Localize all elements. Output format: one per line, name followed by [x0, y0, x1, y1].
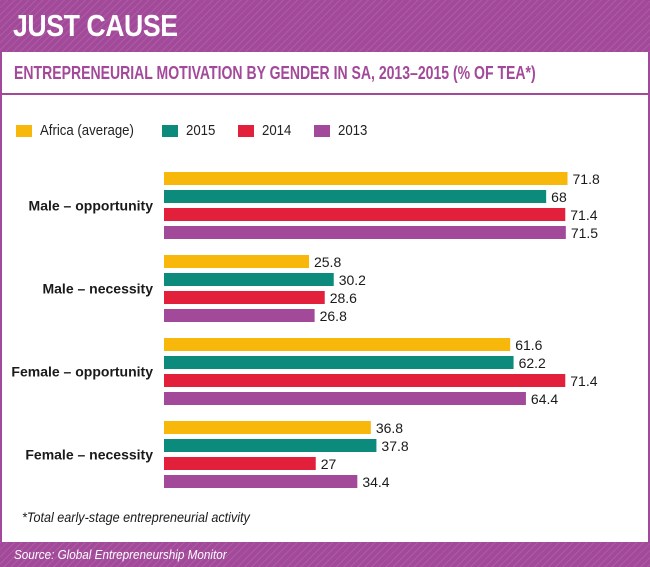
footer-banner: Source: Global Entrepreneurship Monitor — [0, 542, 650, 567]
legend-label-2014: 2014 — [262, 122, 292, 139]
value-label-male-necessity-2014: 28.6 — [330, 290, 357, 306]
legend-swatch-2013 — [314, 125, 330, 137]
value-label-male-opportunity-2014: 71.4 — [570, 207, 597, 223]
bar-male-opportunity-africa — [164, 172, 568, 185]
bar-male-necessity-2014 — [164, 291, 325, 304]
value-label-male-opportunity-2015: 68 — [551, 189, 567, 205]
value-label-male-opportunity-2013: 71.5 — [571, 225, 598, 241]
bar-female-necessity-africa — [164, 421, 371, 434]
bar-male-opportunity-2014 — [164, 208, 566, 221]
value-label-female-necessity-africa: 36.8 — [376, 420, 403, 436]
value-label-female-necessity-2015: 37.8 — [381, 438, 408, 454]
value-label-male-necessity-africa: 25.8 — [314, 254, 341, 270]
bar-female-opportunity-2015 — [164, 356, 514, 369]
bar-female-opportunity-2014 — [164, 374, 566, 387]
value-label-male-necessity-2015: 30.2 — [339, 272, 366, 288]
value-label-female-opportunity-2014: 71.4 — [570, 373, 597, 389]
value-label-female-necessity-2014: 27 — [321, 456, 337, 472]
title-divider — [0, 93, 650, 95]
value-label-female-opportunity-africa: 61.6 — [515, 337, 542, 353]
legend-swatch-2015 — [162, 125, 178, 137]
bar-female-necessity-2015 — [164, 439, 377, 452]
source-note: Source: Global Entrepreneurship Monitor — [14, 547, 227, 562]
value-label-female-opportunity-2013: 64.4 — [531, 391, 558, 407]
legend-label-2015: 2015 — [186, 122, 216, 139]
value-label-male-necessity-2013: 26.8 — [320, 308, 347, 324]
bar-male-necessity-2015 — [164, 273, 334, 286]
category-label-female-opportunity: Female – opportunity — [11, 364, 153, 380]
bar-female-necessity-2014 — [164, 457, 316, 470]
bar-female-necessity-2013 — [164, 475, 358, 488]
legend-swatch-africa — [16, 125, 32, 137]
header-banner: JUST CAUSE — [0, 0, 650, 52]
category-label-male-opportunity: Male – opportunity — [29, 198, 154, 214]
bar-male-opportunity-2015 — [164, 190, 547, 203]
category-label-male-necessity: Male – necessity — [42, 281, 153, 297]
legend-swatch-2014 — [238, 125, 254, 137]
footnote: *Total early-stage entrepreneurial activ… — [22, 509, 250, 525]
chart-title: ENTREPRENEURIAL MOTIVATION BY GENDER IN … — [14, 63, 536, 83]
bar-male-opportunity-2013 — [164, 226, 566, 239]
value-label-female-necessity-2013: 34.4 — [362, 474, 389, 490]
category-label-female-necessity: Female – necessity — [25, 447, 153, 463]
bar-female-opportunity-africa — [164, 338, 511, 351]
legend-label-africa: Africa (average) — [40, 122, 134, 139]
legend-label-2013: 2013 — [338, 122, 368, 139]
bar-male-necessity-2013 — [164, 309, 315, 322]
value-label-male-opportunity-africa: 71.8 — [573, 171, 600, 187]
value-label-female-opportunity-2015: 62.2 — [519, 355, 546, 371]
bar-male-necessity-africa — [164, 255, 309, 268]
bar-female-opportunity-2013 — [164, 392, 526, 405]
header-title: JUST CAUSE — [13, 8, 178, 43]
